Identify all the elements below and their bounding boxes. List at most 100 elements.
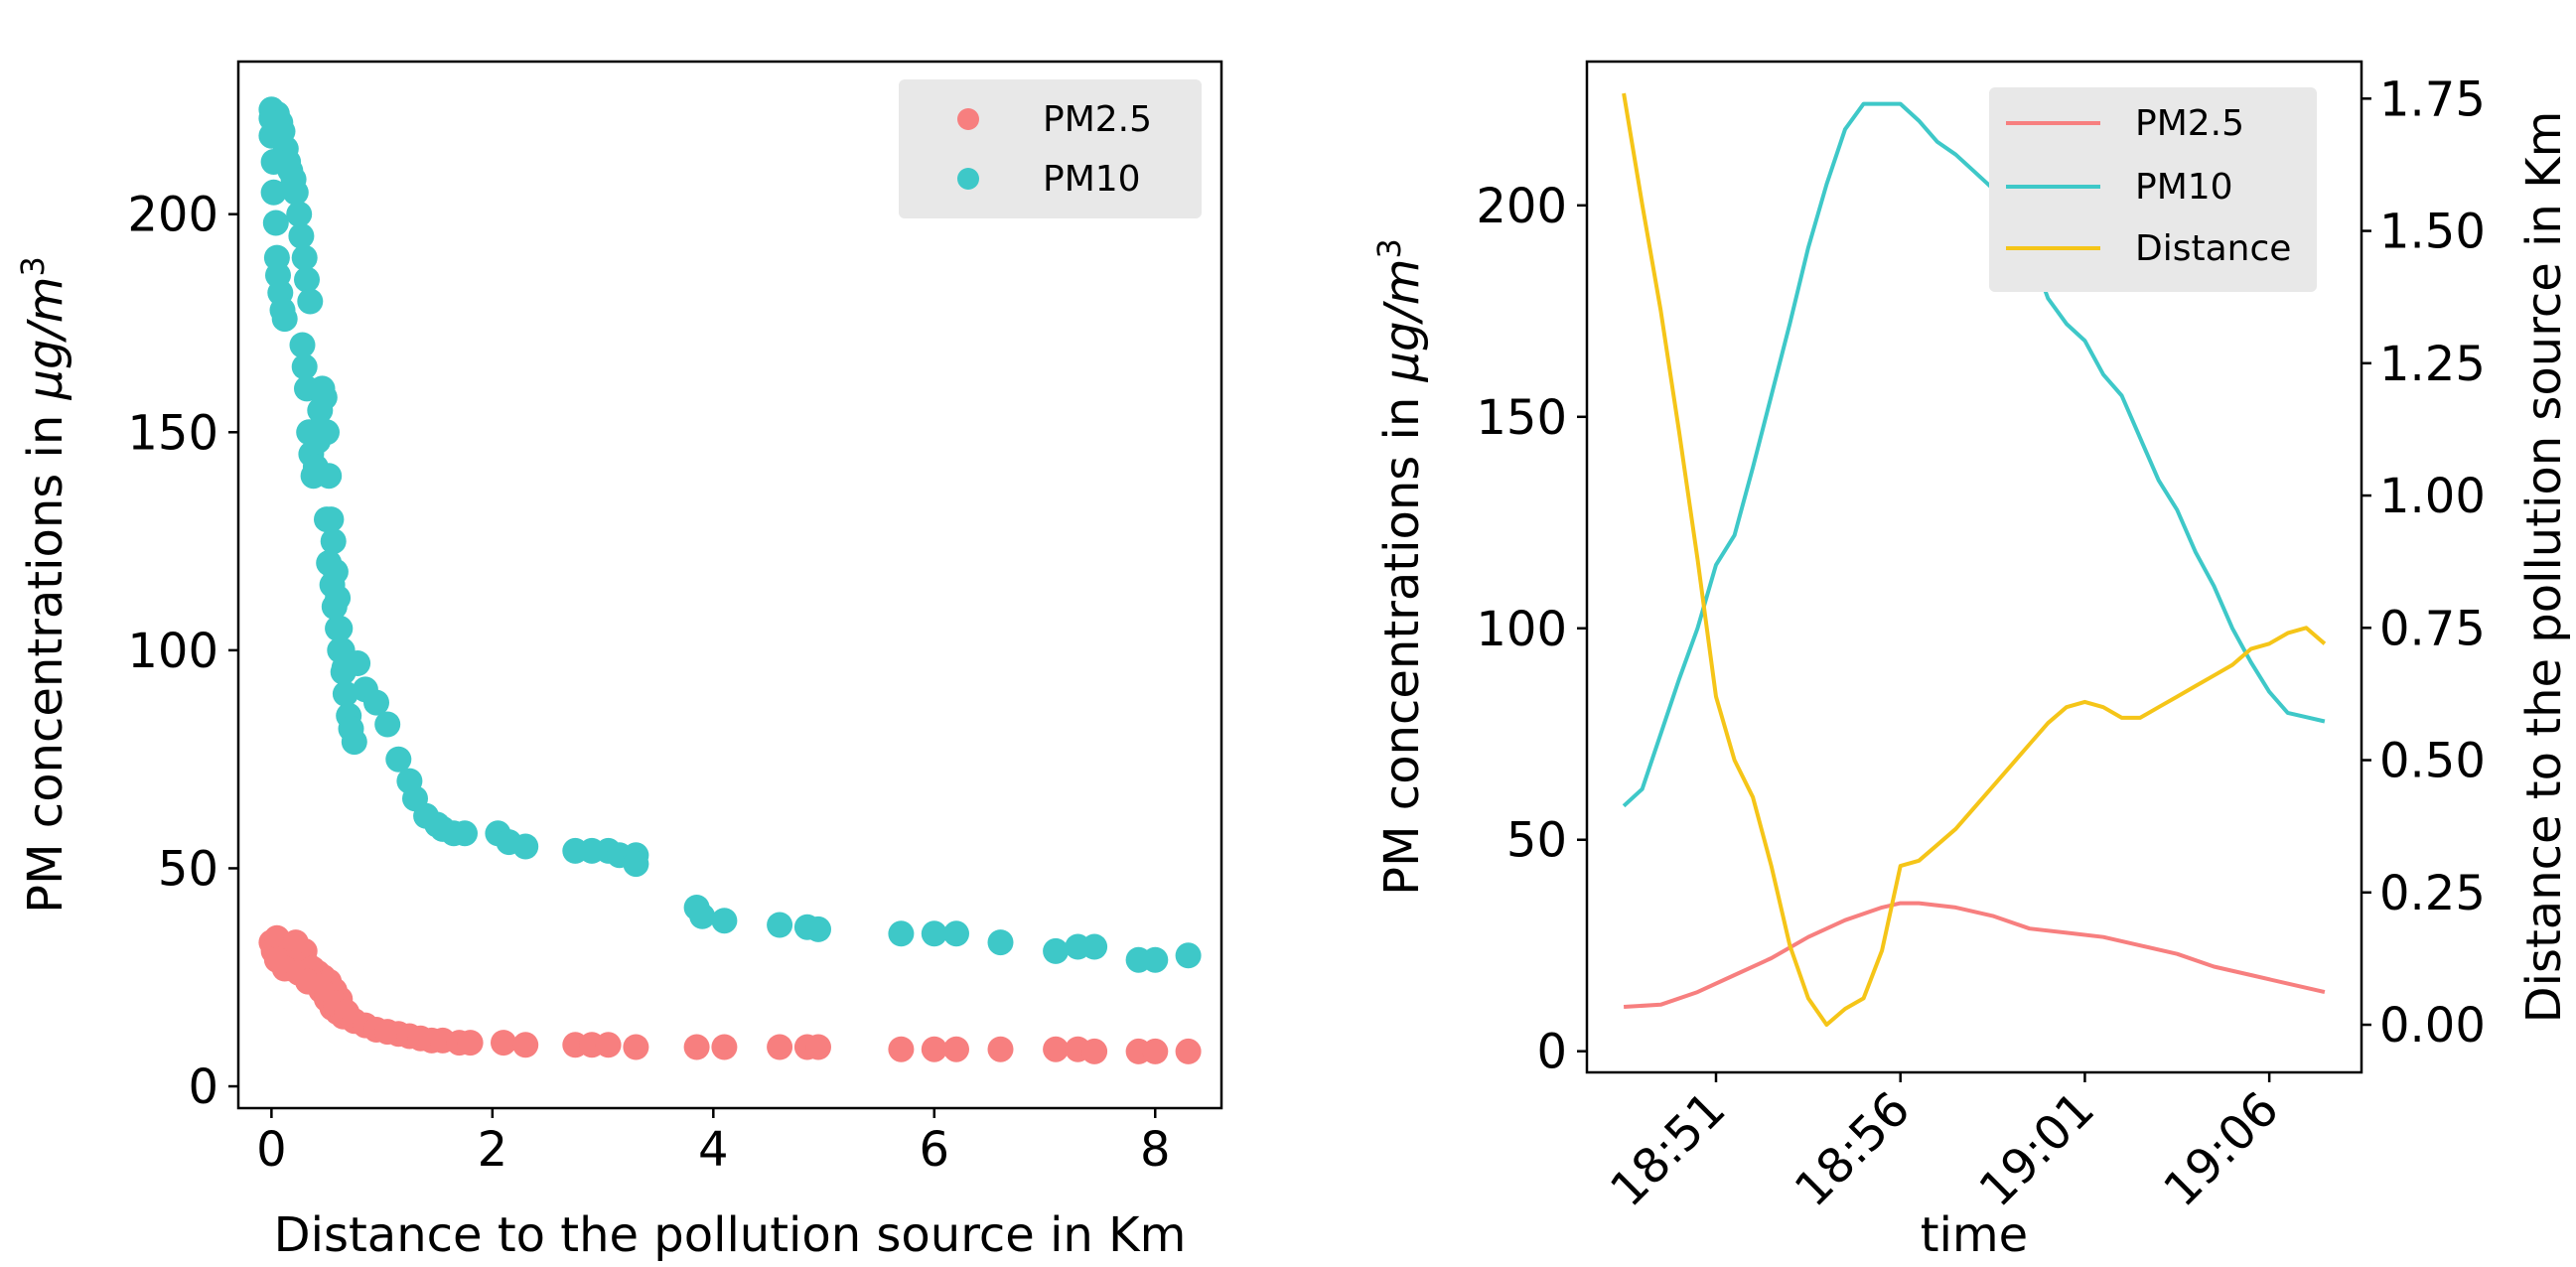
y-tick-label: 150: [127, 405, 218, 461]
scatter-y-axis-label: PM concentrations in μg/m3: [14, 256, 73, 914]
pm10-point: [623, 851, 649, 878]
pm10-point: [363, 689, 389, 716]
pm10-point: [689, 903, 716, 929]
pm10-point: [1142, 946, 1169, 973]
pm10-point: [711, 908, 738, 934]
scatter-x-ticks: 0 2 4 6 8: [256, 1108, 1171, 1178]
pm10-point: [385, 746, 412, 773]
y-tick-label: 100: [1476, 602, 1567, 657]
y2-tick-label: 0.25: [2379, 866, 2486, 921]
pm10-point: [314, 419, 340, 446]
y2-tick-label: 0.00: [2379, 998, 2486, 1054]
pm25-point: [623, 1034, 649, 1060]
scatter-plot-frame: [236, 60, 1223, 1110]
y-tick-label: 0: [1536, 1025, 1567, 1080]
timeseries-plot-frame: [1585, 60, 2363, 1074]
pm25-point: [512, 1032, 539, 1058]
timeseries-x-axis-label: time: [1921, 1207, 2028, 1263]
pm10-point: [512, 833, 539, 860]
timeseries-lines: [1622, 92, 2327, 1027]
pm25-point: [711, 1034, 738, 1060]
timeseries-legend: PM2.5 PM10 Distance: [1989, 87, 2317, 292]
pm10-point: [345, 650, 371, 676]
pm25-point: [921, 1036, 947, 1062]
pm25-point: [888, 1036, 915, 1062]
y2-tick-label: 1.50: [2379, 205, 2486, 260]
pm10-point: [327, 636, 354, 663]
pm25-point: [767, 1034, 793, 1060]
pm10-point: [1175, 942, 1202, 969]
pm10-point: [291, 353, 318, 380]
scatter-x-axis-label: Distance to the pollution source in Km: [274, 1207, 1187, 1263]
pm10-point: [314, 506, 340, 533]
x-tick-label: 4: [698, 1122, 729, 1178]
y-tick-label: 0: [188, 1059, 218, 1115]
legend-pm25-marker: [957, 108, 979, 130]
pm10-point: [374, 711, 401, 738]
timeseries-y2-ticks: 0.00 0.25 0.50 0.75 1.00 1.25 1.50 1.75: [2361, 71, 2486, 1054]
pm10-point: [325, 615, 352, 641]
pm25-point: [805, 1034, 831, 1060]
x-tick-label: 2: [478, 1122, 508, 1178]
y-tick-label: 150: [1476, 390, 1567, 446]
legend-pm10-label: PM10: [1043, 159, 1141, 200]
y-tick-label: 200: [1476, 179, 1567, 234]
scatter-points: [258, 96, 1202, 1064]
timeseries-y-ticks: 0 50 100 150 200: [1476, 179, 1587, 1080]
y2-tick-label: 1.75: [2379, 71, 2486, 127]
y-tick-label: 200: [127, 188, 218, 243]
scatter-legend: PM2.5 PM10: [899, 79, 1202, 218]
pm10-point: [316, 550, 343, 576]
y-tick-label: 50: [158, 841, 218, 897]
pm10-point: [288, 222, 315, 249]
pm25-point: [1142, 1038, 1169, 1064]
pm10-point: [321, 594, 348, 620]
pm10-point: [452, 820, 478, 847]
pm10-point: [289, 332, 316, 358]
y2-tick-label: 0.50: [2379, 734, 2486, 789]
legend-distance-line-label: Distance: [2135, 228, 2291, 269]
pm10-point: [297, 288, 324, 315]
legend-pm10-line-label: PM10: [2135, 167, 2233, 208]
pm10-point: [767, 912, 793, 938]
pm10-point: [271, 306, 298, 333]
pm25-point: [1043, 1036, 1070, 1062]
pm25-point: [683, 1034, 710, 1060]
pm10-point: [921, 920, 947, 947]
pm10-point: [987, 929, 1014, 956]
pm10-point: [286, 201, 313, 227]
x-tick-label: 6: [920, 1122, 950, 1178]
legend-pm25-line-label: PM2.5: [2135, 103, 2244, 144]
x-tick-label: 19:06: [2153, 1081, 2289, 1217]
pm10-point: [320, 528, 347, 555]
pm10-point: [1043, 937, 1070, 964]
timeseries-legend-box: [1989, 87, 2317, 292]
pm10-point: [316, 463, 343, 490]
pm25-point: [491, 1030, 516, 1056]
pm10-line: [1622, 101, 2326, 808]
pm10-point: [311, 384, 338, 411]
y2-tick-label: 1.25: [2379, 337, 2486, 392]
pm10-point: [260, 179, 287, 206]
scatter-chart: 0 2 4 6 8 0 50 100 150 200 Distance to the pollu…: [14, 60, 1223, 1263]
pm10-point: [888, 920, 915, 947]
pm25-point: [987, 1036, 1014, 1062]
pm10-point: [319, 572, 346, 598]
legend-pm10-marker: [957, 168, 979, 190]
pm10-point: [262, 210, 289, 236]
pm25-point: [1081, 1038, 1108, 1064]
pm25-point: [1175, 1038, 1202, 1064]
pm10-point: [282, 179, 309, 206]
distance-line: [1622, 92, 2327, 1027]
pm10-point: [805, 915, 831, 942]
x-tick-label: 19:01: [1969, 1081, 2105, 1217]
y-tick-label: 50: [1506, 813, 1567, 869]
x-tick-label: 18:56: [1785, 1081, 1921, 1217]
timeseries-x-ticks: 18:51 18:56 19:01 19:06: [1600, 1072, 2290, 1217]
y-tick-label: 100: [127, 624, 218, 679]
pm10-point: [1081, 933, 1108, 960]
y2-tick-label: 0.75: [2379, 601, 2486, 656]
pm10-point: [332, 680, 358, 707]
